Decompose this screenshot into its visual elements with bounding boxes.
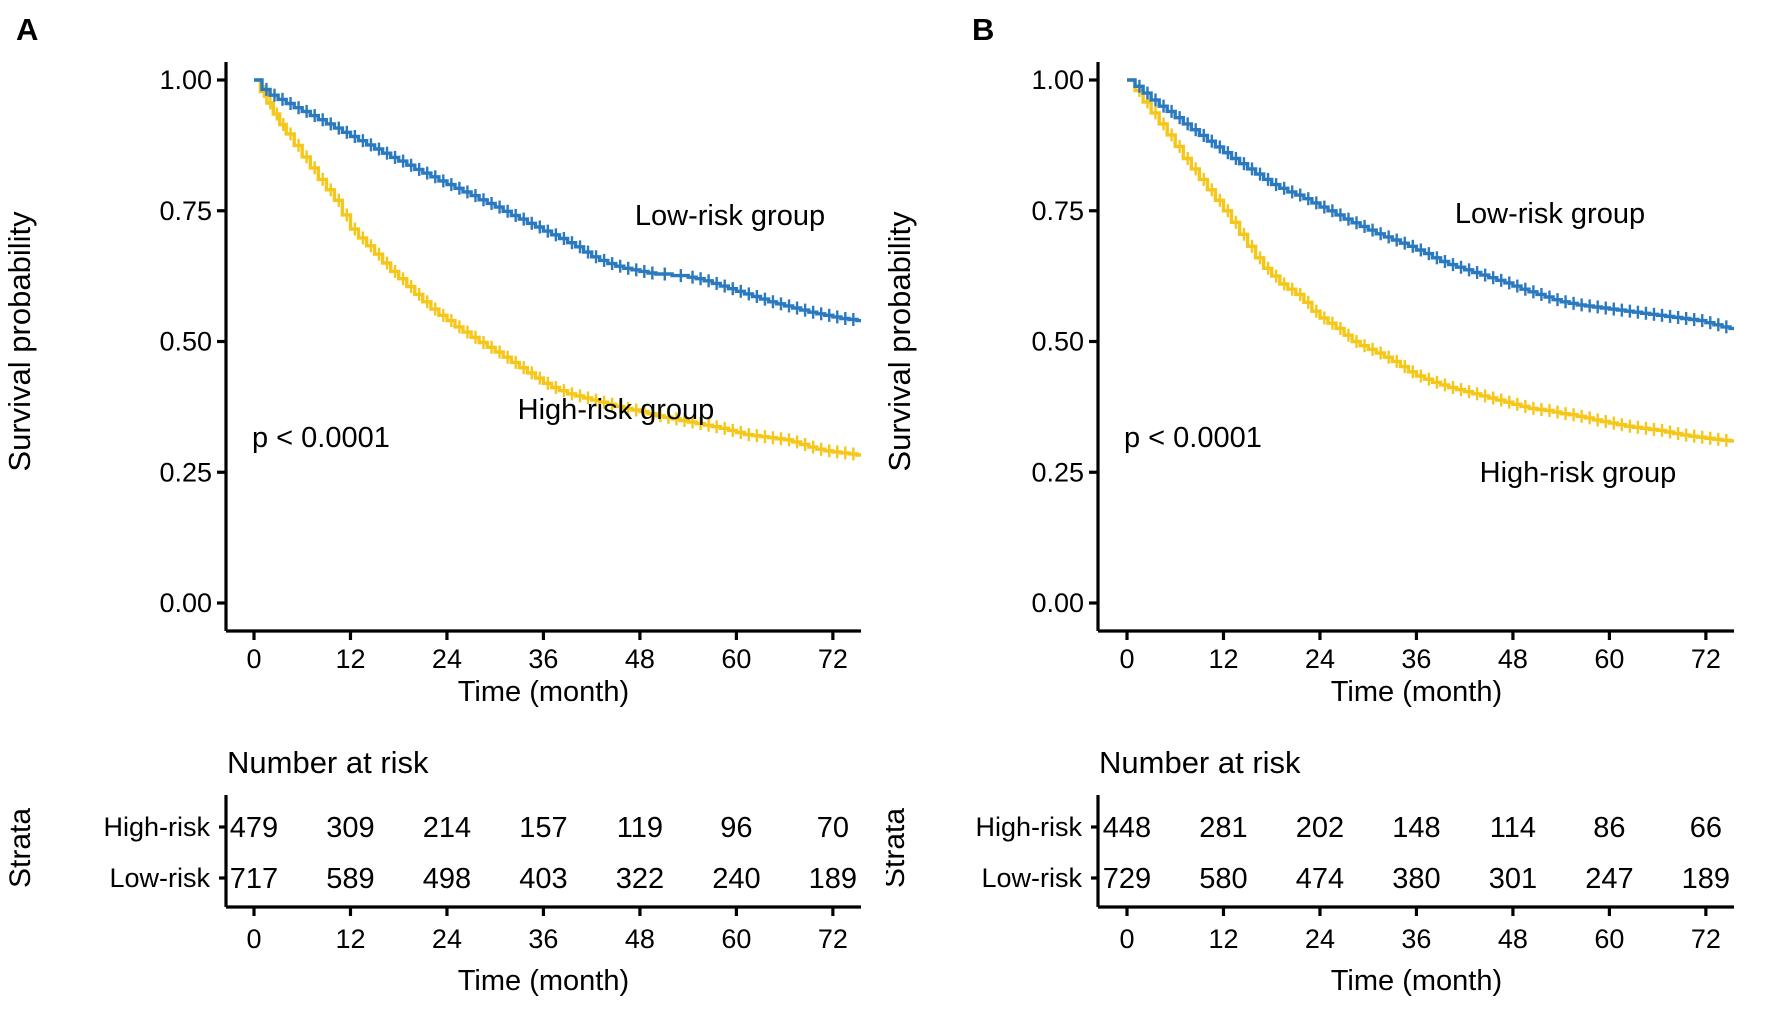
high-risk-group-label: High-risk group — [518, 394, 715, 426]
risk-table-title: Number at risk — [1099, 745, 1301, 780]
x-axis-title: Time (month) — [458, 676, 629, 708]
risk-count: 157 — [519, 812, 567, 844]
low-risk-group-label: Low-risk group — [635, 200, 825, 232]
risk-count: 96 — [720, 812, 752, 844]
risk-count: 322 — [616, 863, 664, 895]
risk-x-tick-label: 24 — [432, 924, 462, 954]
risk-count: 148 — [1392, 812, 1440, 844]
x-tick-label: 72 — [818, 644, 848, 674]
y-tick-label: 0.00 — [159, 588, 212, 618]
x-tick-label: 48 — [1498, 644, 1528, 674]
risk-table-title: Number at risk — [227, 745, 429, 780]
risk-count: 580 — [1199, 863, 1247, 895]
low-risk-censor-marks — [265, 82, 855, 327]
risk-x-tick-label: 72 — [1691, 924, 1721, 954]
risk-x-tick-label: 48 — [1498, 924, 1528, 954]
strata-axis-title: Strata — [4, 808, 37, 888]
risk-count: 202 — [1296, 812, 1344, 844]
panel-letter: B — [972, 12, 994, 47]
y-tick-label: 1.00 — [159, 65, 212, 95]
panel-letter: A — [16, 12, 38, 47]
risk-x-axis-title: Time (month) — [458, 965, 629, 997]
risk-row-label: High-risk — [103, 812, 210, 842]
x-tick-label: 60 — [721, 644, 751, 674]
x-tick-label: 0 — [1119, 644, 1134, 674]
y-tick-label: 0.00 — [1031, 588, 1084, 618]
x-tick-label: 72 — [1691, 644, 1721, 674]
risk-count: 70 — [817, 812, 849, 844]
risk-x-tick-label: 24 — [1305, 924, 1335, 954]
risk-count: 214 — [423, 812, 471, 844]
x-tick-label: 24 — [432, 644, 462, 674]
x-tick-label: 12 — [335, 644, 365, 674]
risk-row-label: High-risk — [975, 812, 1082, 842]
risk-x-tick-label: 0 — [1119, 924, 1134, 954]
risk-count: 479 — [230, 812, 278, 844]
risk-count: 281 — [1199, 812, 1247, 844]
risk-x-tick-label: 60 — [721, 924, 751, 954]
x-tick-label: 36 — [528, 644, 558, 674]
risk-count: 498 — [423, 863, 471, 895]
risk-count: 301 — [1489, 863, 1537, 895]
y-tick-label: 0.25 — [1031, 457, 1084, 487]
risk-row-label: Low-risk — [109, 863, 210, 893]
low-risk-censor-marks — [1138, 79, 1728, 334]
x-tick-label: 0 — [246, 644, 261, 674]
low-risk-curve — [1127, 78, 1734, 331]
y-axis-title: Survival probability — [886, 211, 917, 472]
p-value-label: p < 0.0001 — [252, 422, 390, 454]
y-axis-title: Survival probability — [2, 211, 37, 472]
x-axis-title: Time (month) — [1331, 676, 1502, 708]
risk-count: 189 — [1682, 863, 1730, 895]
low-risk-group-label: Low-risk group — [1455, 198, 1645, 230]
risk-count: 380 — [1392, 863, 1440, 895]
p-value-label: p < 0.0001 — [1124, 422, 1262, 454]
x-tick-label: 24 — [1305, 644, 1335, 674]
risk-x-tick-label: 48 — [625, 924, 655, 954]
risk-x-axis-title: Time (month) — [1331, 965, 1502, 997]
risk-count: 309 — [326, 812, 374, 844]
risk-count: 403 — [519, 863, 567, 895]
risk-count: 114 — [1490, 812, 1536, 844]
high-risk-curve — [1127, 78, 1734, 443]
risk-count: 448 — [1103, 812, 1151, 844]
risk-x-tick-label: 12 — [1208, 924, 1238, 954]
risk-count: 729 — [1103, 863, 1151, 895]
y-tick-label: 0.50 — [1031, 327, 1084, 357]
panel-b: B 1.00 0.75 0.50 0.25 0.00 0 12 24 36 48 60 72 Time (… — [886, 12, 1735, 997]
panel-a: A 1.00 0.75 0.50 0.25 0.00 0 12 24 36 48 60 72 Time (… — [2, 12, 862, 997]
y-tick-label: 0.75 — [159, 196, 212, 226]
risk-count: 86 — [1593, 812, 1625, 844]
risk-count: 119 — [617, 812, 663, 844]
y-tick-label: 1.00 — [1031, 65, 1084, 95]
risk-x-tick-label: 36 — [528, 924, 558, 954]
risk-x-tick-label: 0 — [246, 924, 261, 954]
risk-count: 240 — [712, 863, 760, 895]
risk-count: 189 — [809, 863, 857, 895]
risk-count: 474 — [1296, 863, 1344, 895]
y-tick-label: 0.25 — [159, 457, 212, 487]
risk-count: 589 — [326, 863, 374, 895]
high-risk-group-label: High-risk group — [1480, 457, 1677, 489]
x-tick-label: 12 — [1208, 644, 1238, 674]
risk-x-tick-label: 36 — [1401, 924, 1431, 954]
risk-count: 247 — [1585, 863, 1633, 895]
risk-x-tick-label: 12 — [335, 924, 365, 954]
strata-axis-title: Strata — [886, 808, 911, 888]
x-tick-label: 60 — [1594, 644, 1624, 674]
y-tick-label: 0.75 — [1031, 196, 1084, 226]
risk-count: 717 — [230, 863, 278, 895]
risk-row-label: Low-risk — [981, 863, 1082, 893]
risk-x-tick-label: 60 — [1594, 924, 1624, 954]
high-risk-censor-marks — [262, 85, 855, 461]
high-risk-censor-marks — [1138, 83, 1728, 447]
risk-count: 66 — [1690, 812, 1722, 844]
risk-x-tick-label: 72 — [818, 924, 848, 954]
x-tick-label: 36 — [1401, 644, 1431, 674]
x-tick-label: 48 — [625, 644, 655, 674]
y-tick-label: 0.50 — [159, 327, 212, 357]
